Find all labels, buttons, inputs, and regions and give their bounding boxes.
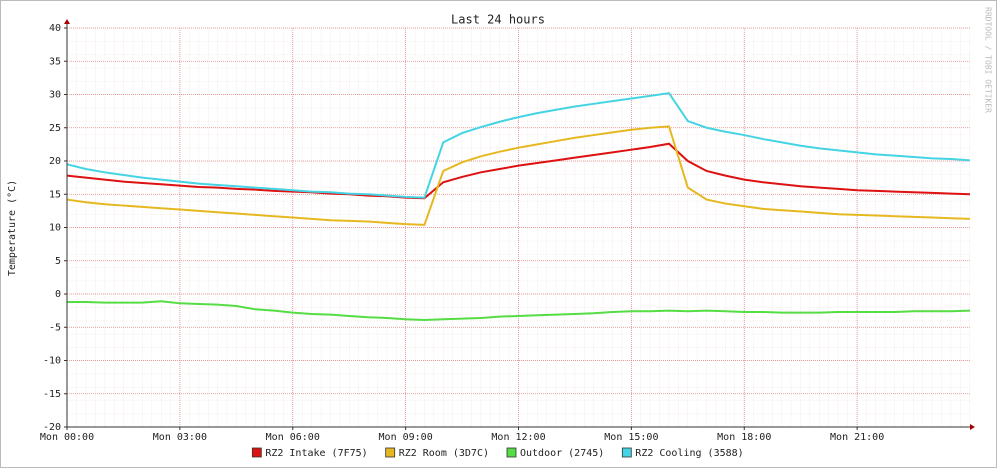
series-line: [66, 125, 971, 226]
y-tick-label: 35: [49, 56, 61, 67]
y-tick-label: -5: [49, 322, 61, 333]
y-tick-label: -15: [43, 389, 61, 400]
y-tick-label: 5: [55, 256, 61, 267]
series-line: [67, 300, 971, 321]
watermark: RRDTOOL / TOBI OETIKER: [984, 7, 993, 113]
chart-title: Last 24 hours: [451, 13, 545, 27]
y-tick-label: -10: [43, 356, 61, 367]
y-tick-label: 10: [49, 223, 61, 234]
x-tick-label: Mon 09:00: [379, 432, 433, 443]
series-line: [66, 142, 971, 200]
legend-swatch: [506, 447, 517, 458]
y-tick-label: 15: [49, 189, 61, 200]
x-arrow: [970, 424, 975, 430]
lines: [66, 92, 971, 321]
legend-swatch: [251, 447, 262, 458]
x-tick-label: Mon 03:00: [153, 432, 207, 443]
y-tick-label: 25: [49, 123, 61, 134]
x-tick-label: Mon 00:00: [40, 432, 94, 443]
y-tick-label: 0: [55, 289, 61, 300]
legend-swatch: [385, 447, 396, 458]
legend-label: RZ2 Cooling (3588): [635, 448, 743, 459]
y-tick-label: 20: [49, 156, 61, 167]
y-tick-label: 30: [49, 90, 61, 101]
x-tick-label: Mon 21:00: [830, 432, 884, 443]
legend: RZ2 Intake (7F75) RZ2 Room (3D7C) Outdoor …: [251, 447, 744, 459]
legend-label: RZ2 Intake (7F75): [265, 448, 367, 459]
x-tick-label: Mon 06:00: [266, 432, 320, 443]
x-tick-label: Mon 15:00: [604, 432, 658, 443]
y-tick-label: 40: [49, 23, 61, 34]
y-tick-label: -20: [43, 422, 61, 433]
x-tick-label: Mon 12:00: [491, 432, 545, 443]
series-line: [66, 92, 971, 199]
x-tick-label: Mon 18:00: [717, 432, 771, 443]
y-arrow: [64, 19, 70, 24]
legend-label: Outdoor (2745): [520, 448, 604, 459]
minor-grid: [67, 28, 970, 427]
legend-label: RZ2 Room (3D7C): [399, 448, 489, 459]
legend-swatch: [621, 447, 632, 458]
axes: [64, 19, 975, 430]
y-axis-label: Temperature (°C): [7, 180, 18, 276]
